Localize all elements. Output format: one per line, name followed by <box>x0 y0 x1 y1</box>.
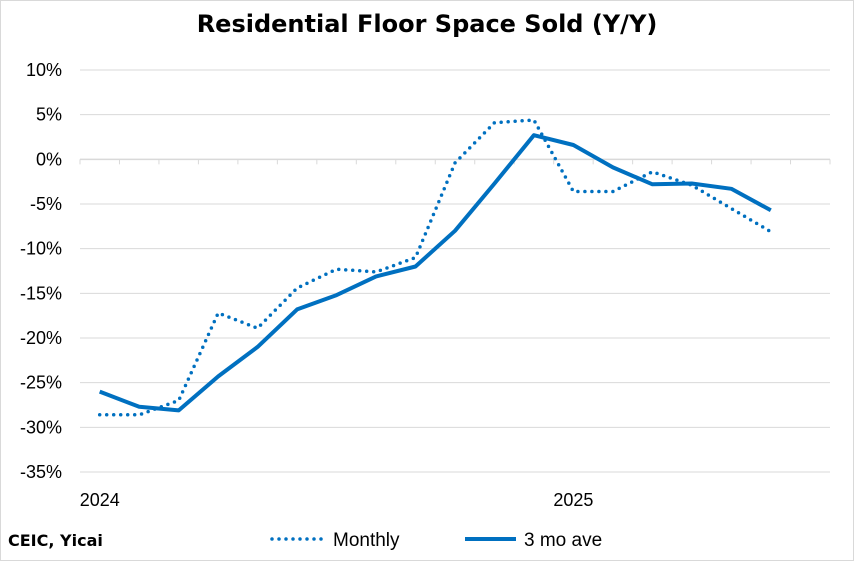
y-tick-label: -15% <box>20 283 62 303</box>
y-tick-label: -5% <box>30 194 62 214</box>
legend-label: 3 mo ave <box>524 530 602 551</box>
legend-label: Monthly <box>333 530 400 551</box>
source-note: CEIC, Yicai <box>8 531 103 550</box>
gridlines <box>80 69 830 473</box>
y-tick-label: -25% <box>20 373 62 393</box>
series-line-3mo-ave <box>98 133 772 413</box>
series-lines <box>97 118 773 417</box>
x-tick-label: 2025 <box>553 490 593 510</box>
chart-title: Residential Floor Space Sold (Y/Y) <box>196 10 658 38</box>
y-tick-label: 10% <box>26 60 62 80</box>
y-tick-label: 0% <box>36 149 62 169</box>
y-axis-tick-labels: 10% 5% 0% -5% -10% -15% -20% -25% -30% -35% <box>20 60 62 482</box>
y-tick-label: -35% <box>20 462 62 482</box>
y-tick-label: -20% <box>20 328 62 348</box>
x-axis: 2024 2025 <box>79 158 831 510</box>
legend: Monthly 3 mo ave <box>270 530 602 551</box>
x-tick-label: 2024 <box>80 490 120 510</box>
series-line-monthly <box>97 118 773 417</box>
y-tick-label: -10% <box>20 239 62 259</box>
y-tick-label: -30% <box>20 417 62 437</box>
y-tick-label: 5% <box>36 105 62 125</box>
